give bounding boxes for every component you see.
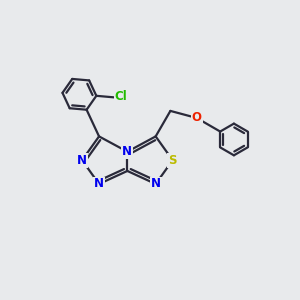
Text: N: N: [122, 145, 132, 158]
Text: N: N: [151, 178, 161, 190]
Text: N: N: [94, 178, 104, 190]
Text: Cl: Cl: [115, 90, 128, 103]
Text: O: O: [192, 111, 202, 124]
Text: N: N: [77, 154, 87, 167]
Text: S: S: [168, 154, 177, 167]
